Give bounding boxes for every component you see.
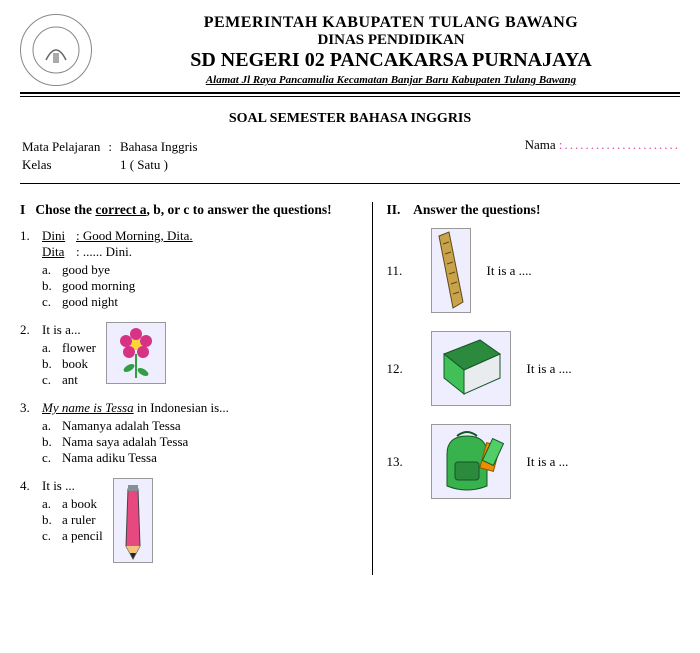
book-icon: [431, 331, 511, 406]
name-blank: :......................: [559, 137, 680, 152]
question-columns: I Chose the correct a, b, or c to answer…: [20, 202, 680, 575]
info-rule: [20, 183, 680, 184]
subject-label: Mata Pelajaran: [22, 139, 106, 155]
section-1-heading: I Chose the correct a, b, or c to answer…: [20, 202, 358, 218]
school-name: SD NEGERI 02 PANCAKARSA PURNAJAYA: [102, 49, 680, 72]
class-label: Kelas: [22, 157, 106, 173]
flower-icon: [106, 322, 166, 384]
section-2: II. Answer the questions! 11. It is a ..…: [372, 202, 680, 575]
logo-emblem: [20, 14, 92, 86]
name-label: Nama: [525, 137, 556, 152]
bag-icon: [431, 424, 511, 499]
question-3: 3. My name is Tessa in Indonesian is... …: [20, 400, 358, 466]
question-2: 2. It is a... a.flower b.book c.ant: [20, 322, 358, 388]
letterhead-text: PEMERINTAH KABUPATEN TULANG BAWANG DINAS…: [102, 14, 680, 86]
info-left: Mata Pelajaran : Bahasa Inggris Kelas 1 …: [20, 137, 206, 175]
school-address: Alamat Jl Raya Pancamulia Kecamatan Banj…: [102, 74, 680, 86]
ruler-icon: [431, 228, 471, 313]
exam-info: Mata Pelajaran : Bahasa Inggris Kelas 1 …: [20, 137, 680, 175]
question-11: 11. It is a ....: [387, 228, 680, 313]
question-13: 13. It is a ...: [387, 424, 680, 499]
info-right: Nama :......................: [525, 137, 680, 175]
department-name: DINAS PENDIDIKAN: [102, 32, 680, 49]
question-12: 12. It is a ....: [387, 331, 680, 406]
section-2-heading: II. Answer the questions!: [387, 202, 680, 218]
letterhead: PEMERINTAH KABUPATEN TULANG BAWANG DINAS…: [20, 14, 680, 86]
question-1: 1. Dini: Good Morning, Dita. Dita: .....…: [20, 228, 358, 310]
exam-title: SOAL SEMESTER BAHASA INGGRIS: [20, 111, 680, 127]
class-value: 1 ( Satu ): [120, 157, 204, 173]
subject-value: Bahasa Inggris: [120, 139, 204, 155]
section-1: I Chose the correct a, b, or c to answer…: [20, 202, 364, 575]
government-name: PEMERINTAH KABUPATEN TULANG BAWANG: [102, 14, 680, 32]
header-rule: [20, 92, 680, 97]
question-4: 4. It is ... a.a book b.a ruler c.a penc…: [20, 478, 358, 563]
pencil-icon: [113, 478, 153, 563]
